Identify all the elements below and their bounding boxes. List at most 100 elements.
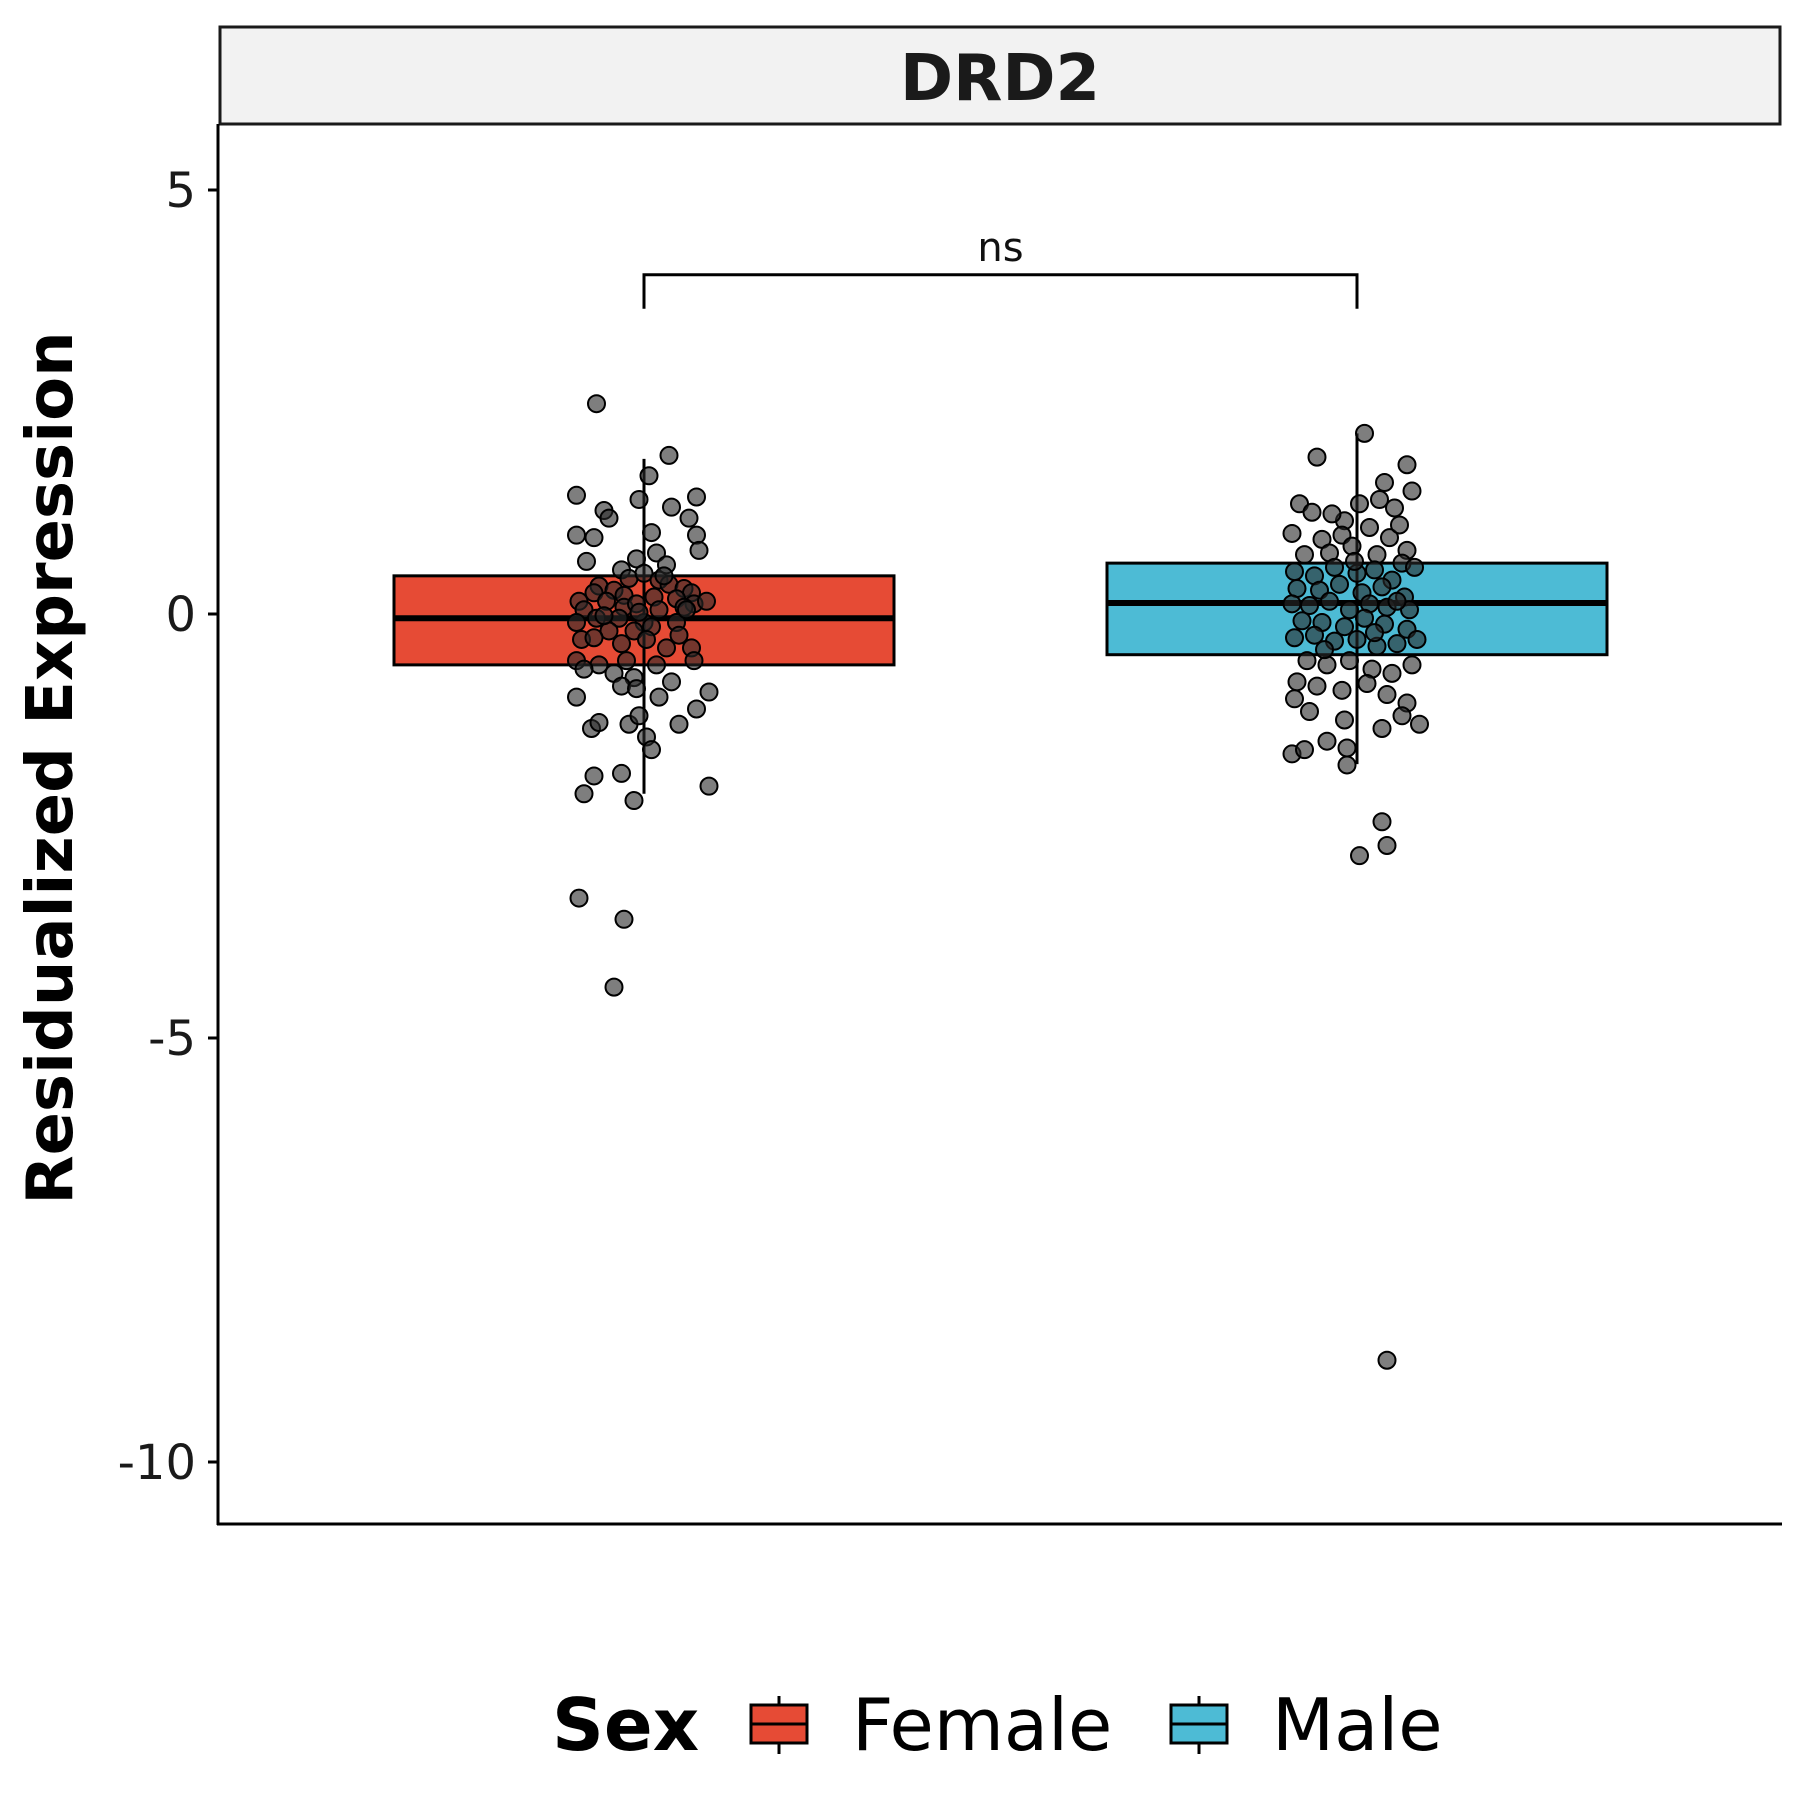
data-point [1372, 718, 1392, 738]
data-point [1370, 490, 1389, 510]
data-point [1345, 551, 1364, 571]
data-point [574, 659, 594, 679]
data-point [1407, 629, 1427, 649]
data-point [1377, 685, 1397, 705]
data-point [1340, 651, 1359, 671]
facet-title: DRD2 [900, 42, 1100, 116]
data-point [647, 543, 666, 563]
data-point [1297, 651, 1317, 671]
data-point [1287, 672, 1307, 692]
legend-label-female: Female [852, 1683, 1112, 1767]
data-point [1307, 676, 1327, 696]
data-point [659, 445, 679, 465]
data-point [1285, 562, 1304, 582]
data-point [647, 655, 666, 675]
data-point [577, 551, 596, 571]
data-point [1387, 591, 1407, 611]
significance-bracket-line [642, 273, 1359, 309]
significance-bracket: ns [642, 225, 1359, 309]
data-point [1350, 494, 1369, 514]
data-point [1367, 545, 1387, 565]
jitter-points [567, 394, 1429, 1370]
data-point [1360, 518, 1379, 538]
data-point [1292, 611, 1312, 631]
data-point [567, 525, 586, 545]
data-point [1295, 740, 1314, 760]
data-point [687, 487, 706, 507]
data-point [684, 651, 704, 671]
data-point [584, 766, 604, 786]
data-point [629, 706, 649, 726]
data-point [1337, 755, 1357, 775]
data-point [589, 713, 609, 733]
legend: Sex Female Male [552, 1683, 1443, 1767]
data-point [1282, 523, 1302, 543]
legend-label-male: Male [1272, 1683, 1443, 1767]
facet-strip-background [218, 25, 1782, 126]
data-point [567, 612, 586, 632]
data-point [1357, 674, 1377, 694]
data-point [1315, 640, 1334, 660]
data-point [657, 638, 676, 658]
data-point [599, 508, 619, 528]
data-point [567, 485, 586, 505]
data-point [1322, 504, 1342, 524]
data-point [1307, 447, 1327, 467]
data-point [584, 628, 604, 648]
data-point [1365, 623, 1384, 643]
data-point [612, 634, 631, 654]
data-point [677, 600, 696, 620]
data-point [669, 625, 689, 645]
data-point [1332, 680, 1352, 700]
data-point [629, 602, 649, 622]
data-point [642, 740, 661, 760]
data-point [1347, 629, 1367, 649]
data-point [1325, 557, 1344, 577]
data-point [584, 528, 604, 548]
data-point [1387, 634, 1407, 654]
data-point [1365, 560, 1384, 580]
data-point [1305, 625, 1324, 645]
data-point [1317, 731, 1337, 751]
data-point [1405, 557, 1424, 577]
data-point [1392, 706, 1412, 726]
data-point [1390, 515, 1409, 535]
data-point [1380, 528, 1399, 548]
data-point [1335, 710, 1354, 730]
data-point [1382, 663, 1402, 683]
data-point [587, 394, 606, 414]
data-point [1355, 423, 1374, 443]
data-point [1377, 1350, 1397, 1370]
data-point [1320, 591, 1339, 611]
data-point [624, 791, 644, 811]
data-point [1342, 536, 1362, 556]
data-point [1402, 481, 1422, 501]
data-point [627, 549, 646, 569]
y-tick-label: -5 [148, 1011, 196, 1067]
data-point [1317, 655, 1337, 675]
data-point [1330, 574, 1349, 594]
data-point [697, 591, 716, 611]
significance-label: ns [977, 225, 1023, 271]
data-point [687, 525, 706, 545]
y-tick-label: -10 [118, 1435, 196, 1491]
data-point [1402, 655, 1422, 675]
facet-strip: DRD2 [218, 25, 1782, 126]
data-point [604, 977, 624, 997]
data-point [1282, 594, 1302, 614]
data-point [1375, 473, 1394, 493]
legend-item-female: Female [749, 1683, 1112, 1767]
data-point [637, 629, 656, 649]
y-axis-label: Residualized Expression [14, 331, 88, 1204]
data-point [1285, 689, 1304, 709]
data-point [1355, 608, 1374, 628]
data-point [1397, 455, 1417, 475]
data-point [654, 566, 674, 586]
data-point [574, 784, 594, 804]
data-point [662, 672, 681, 692]
data-point [1335, 617, 1354, 637]
data-point [699, 776, 719, 796]
y-axis-ticks: 5 0 -5 -10 [118, 163, 218, 1491]
data-point [1377, 836, 1397, 856]
data-point [1302, 502, 1322, 522]
